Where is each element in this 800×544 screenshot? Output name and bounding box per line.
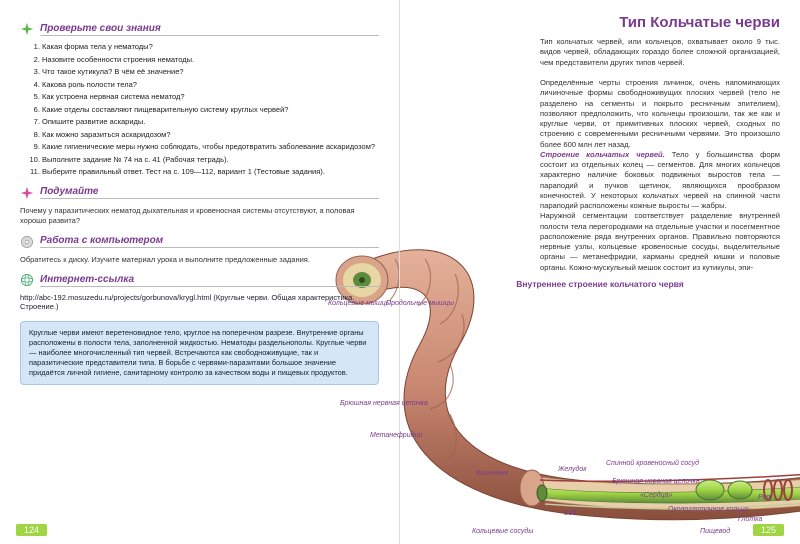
p3lead: Строение кольчатых червей. — [540, 150, 665, 159]
right-page: Тип Кольчатые черви Тип кольчатых червей… — [400, 0, 800, 544]
label-long-muscles: Продольные мышцы — [386, 300, 454, 307]
computer-title: Работа с компьютером — [40, 235, 379, 248]
right-body: Тип кольчатых червей, или кольчецов, охв… — [420, 37, 780, 273]
label-ring-vessels: Кольцевые сосуды — [472, 528, 533, 535]
q: Что такое кутикула? В чём её значение? — [42, 67, 379, 78]
p2: Определённые черты строения личинок, оче… — [540, 78, 780, 149]
page-number-right: 125 — [753, 524, 784, 536]
internet-header: Интернет-ссылка — [20, 273, 379, 287]
check-knowledge-header: Проверьте свои знания — [20, 22, 379, 36]
q: Как устроена нервная система нематод? — [42, 92, 379, 103]
right-title: Тип Кольчатые черви — [420, 14, 780, 31]
p4: Наружной сегментации соответствует разде… — [540, 211, 780, 271]
q: Какова роль полости тела? — [42, 80, 379, 91]
sparkle-pink-icon — [20, 186, 34, 200]
q: Назовите особенности строения нематоды. — [42, 55, 379, 66]
label-hearts: «Сердца» — [640, 492, 672, 499]
sparkle-green-icon — [20, 22, 34, 36]
label-ring-muscles: Кольцевые мышцы — [328, 300, 391, 307]
think-title: Подумайте — [40, 186, 379, 199]
q: Какие отделы составляют пищеварительную … — [42, 105, 379, 116]
page-number-left: 124 — [16, 524, 47, 536]
label-ring-vessel: Окологлоточное кольцо — [668, 506, 749, 513]
think-header: Подумайте — [20, 186, 379, 200]
anatomy-subhead: Внутреннее строение кольчатого червя — [420, 279, 780, 289]
label-esophagus: Пищевод — [700, 528, 730, 535]
q: Опишите развитие аскариды. — [42, 117, 379, 128]
internet-title: Интернет-ссылка — [40, 274, 379, 287]
q: Как можно заразиться аскаридозом? — [42, 130, 379, 141]
left-page: Проверьте свои знания Какая форма тела у… — [0, 0, 400, 544]
check-title: Проверьте свои знания — [40, 23, 379, 36]
cd-icon — [20, 235, 34, 249]
think-text: Почему у паразитических нематод дыхатель… — [20, 206, 379, 227]
globe-icon — [20, 273, 34, 287]
label-metanephridii: Метанефридии — [370, 432, 422, 439]
computer-text: Обратитесь к диску. Изучите материал уро… — [20, 255, 379, 266]
q: Выполните задание № 74 на с. 41 (Рабочая… — [42, 155, 379, 166]
summary-box: Круглые черви имеют веретеновидное тело,… — [20, 321, 379, 385]
label-intestine: Кишечник — [476, 470, 508, 477]
internet-url: http://abc-192.mosuzedu.ru/projects/gorb… — [20, 293, 379, 311]
label-mouth: Рот — [758, 494, 772, 501]
label-pharynx: Глотка — [738, 516, 762, 523]
q: Какие гигиенические меры нужно соблюдать… — [42, 142, 379, 153]
q: Выберите правильный ответ. Тест на с. 10… — [42, 167, 379, 178]
computer-header: Работа с компьютером — [20, 235, 379, 249]
label-ventral-chain: Брюшная нервная цепочка — [340, 400, 428, 407]
label-stomach: Желудок — [558, 466, 587, 473]
questions-list: Какая форма тела у нематоды? Назовите ос… — [20, 42, 379, 178]
label-crop: Зоб — [564, 510, 576, 517]
label-ventral-nerve: Брюшная нервная цепочка — [612, 478, 700, 485]
q: Какая форма тела у нематоды? — [42, 42, 379, 53]
label-dorsal-vessel: Спинной кровеносный сосуд — [606, 460, 699, 467]
p1: Тип кольчатых червей, или кольчецов, охв… — [540, 37, 780, 67]
